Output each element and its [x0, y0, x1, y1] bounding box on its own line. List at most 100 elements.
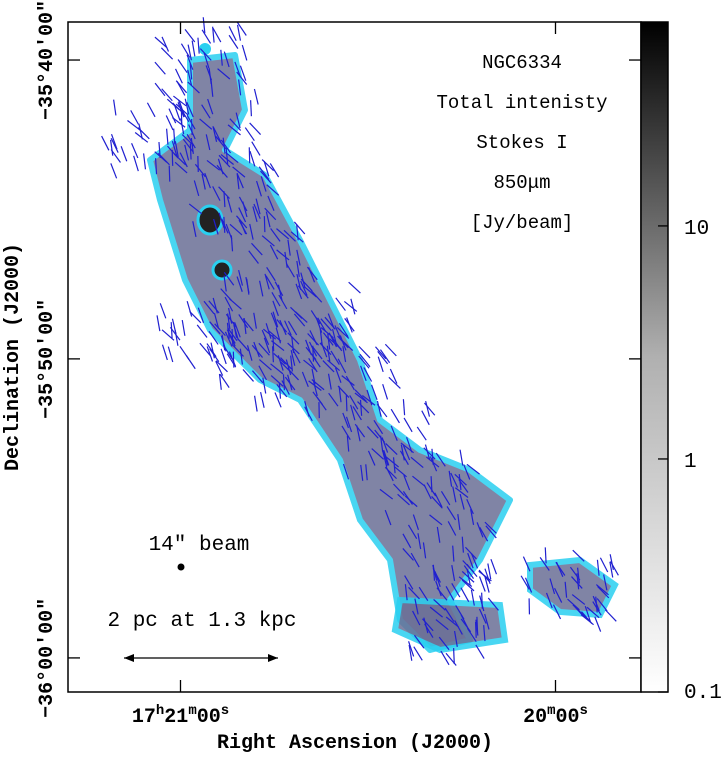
x-tick-label: 17h21m00s [132, 703, 229, 729]
core [198, 206, 222, 234]
vector [313, 346, 314, 362]
vector [605, 610, 616, 622]
annotation: NGC6334 [482, 52, 562, 74]
annotation: 850μm [493, 172, 550, 194]
vector [167, 129, 168, 145]
core [213, 261, 231, 279]
vector [131, 110, 139, 124]
vector [155, 37, 167, 48]
vector [346, 395, 347, 411]
vector [155, 83, 165, 96]
vector [157, 315, 160, 331]
scale-bar [124, 654, 278, 662]
emission-region [395, 600, 505, 650]
vector [203, 17, 205, 33]
vector [160, 303, 166, 318]
vector [155, 62, 165, 74]
vector [391, 409, 399, 423]
vector [270, 163, 278, 177]
vector [182, 320, 185, 336]
vector [229, 35, 238, 48]
vector [378, 357, 383, 372]
beam [178, 564, 185, 571]
vector [102, 136, 109, 150]
annotation: [Jy/beam] [471, 212, 574, 234]
annotation: Stokes I [476, 132, 567, 154]
vector [220, 374, 229, 387]
vector [600, 558, 607, 572]
annotation: Total intenisty [436, 92, 607, 114]
vector [121, 146, 127, 161]
vector [252, 142, 260, 156]
vector [480, 577, 486, 592]
x-tick-label: 20m00s [523, 703, 588, 729]
x-axis-label: Right Ascension (J2000) [217, 732, 493, 753]
vector [192, 41, 195, 57]
vector [461, 588, 469, 602]
vector [210, 349, 219, 362]
vector [403, 399, 404, 415]
vector [255, 396, 258, 412]
vector [162, 89, 173, 101]
vector [147, 103, 155, 117]
y-axis-label: Declination (J2000) [2, 243, 25, 471]
vector [132, 143, 138, 158]
vector [178, 60, 187, 73]
vector [134, 156, 139, 171]
vector [169, 109, 176, 124]
vector [414, 647, 422, 661]
vector [232, 329, 233, 345]
colorbar-tick-label: 0.1 [684, 682, 722, 705]
vector [162, 345, 167, 360]
emission-region [530, 560, 615, 615]
vector [202, 30, 210, 44]
vector [144, 153, 146, 169]
scale-bar-label: 2 pc at 1.3 kpc [107, 610, 296, 633]
vector [190, 144, 191, 160]
vector [198, 38, 199, 54]
vector [441, 651, 449, 665]
vector [251, 100, 252, 116]
y-tick-label: −35°40′00″ [36, 0, 59, 120]
vector [169, 166, 170, 182]
vector [383, 384, 388, 399]
vector [545, 547, 546, 563]
beam-label: 14″ beam [149, 534, 250, 557]
vector [127, 120, 140, 130]
vector [187, 301, 191, 316]
vector [114, 100, 116, 116]
vector [250, 123, 261, 135]
vector [172, 118, 185, 128]
vector [111, 140, 113, 156]
vector [417, 427, 426, 440]
vector [229, 26, 236, 40]
vector [424, 403, 434, 415]
vector [254, 89, 258, 105]
vector [186, 355, 195, 368]
vector [166, 115, 173, 129]
emission-region [150, 55, 510, 650]
vector [385, 344, 396, 356]
colorbar [641, 22, 668, 692]
vector [168, 347, 172, 362]
vector [375, 347, 385, 359]
vector [111, 150, 120, 163]
vector [349, 282, 361, 293]
colorbar-tick-label: 10 [684, 218, 709, 241]
vector [404, 418, 412, 432]
y-tick-label: −36°00′00″ [36, 598, 59, 718]
vector [491, 559, 497, 574]
vector [264, 216, 265, 232]
y-tick-label: −35°50′00″ [36, 299, 59, 419]
vector [261, 392, 265, 408]
vector [185, 29, 195, 42]
vector [482, 593, 483, 609]
vector [476, 622, 477, 638]
vector [245, 128, 254, 141]
colorbar-tick-label: 1 [684, 451, 697, 474]
vector [242, 45, 246, 60]
vector [238, 25, 241, 41]
vector [344, 301, 356, 311]
vector [595, 617, 601, 632]
